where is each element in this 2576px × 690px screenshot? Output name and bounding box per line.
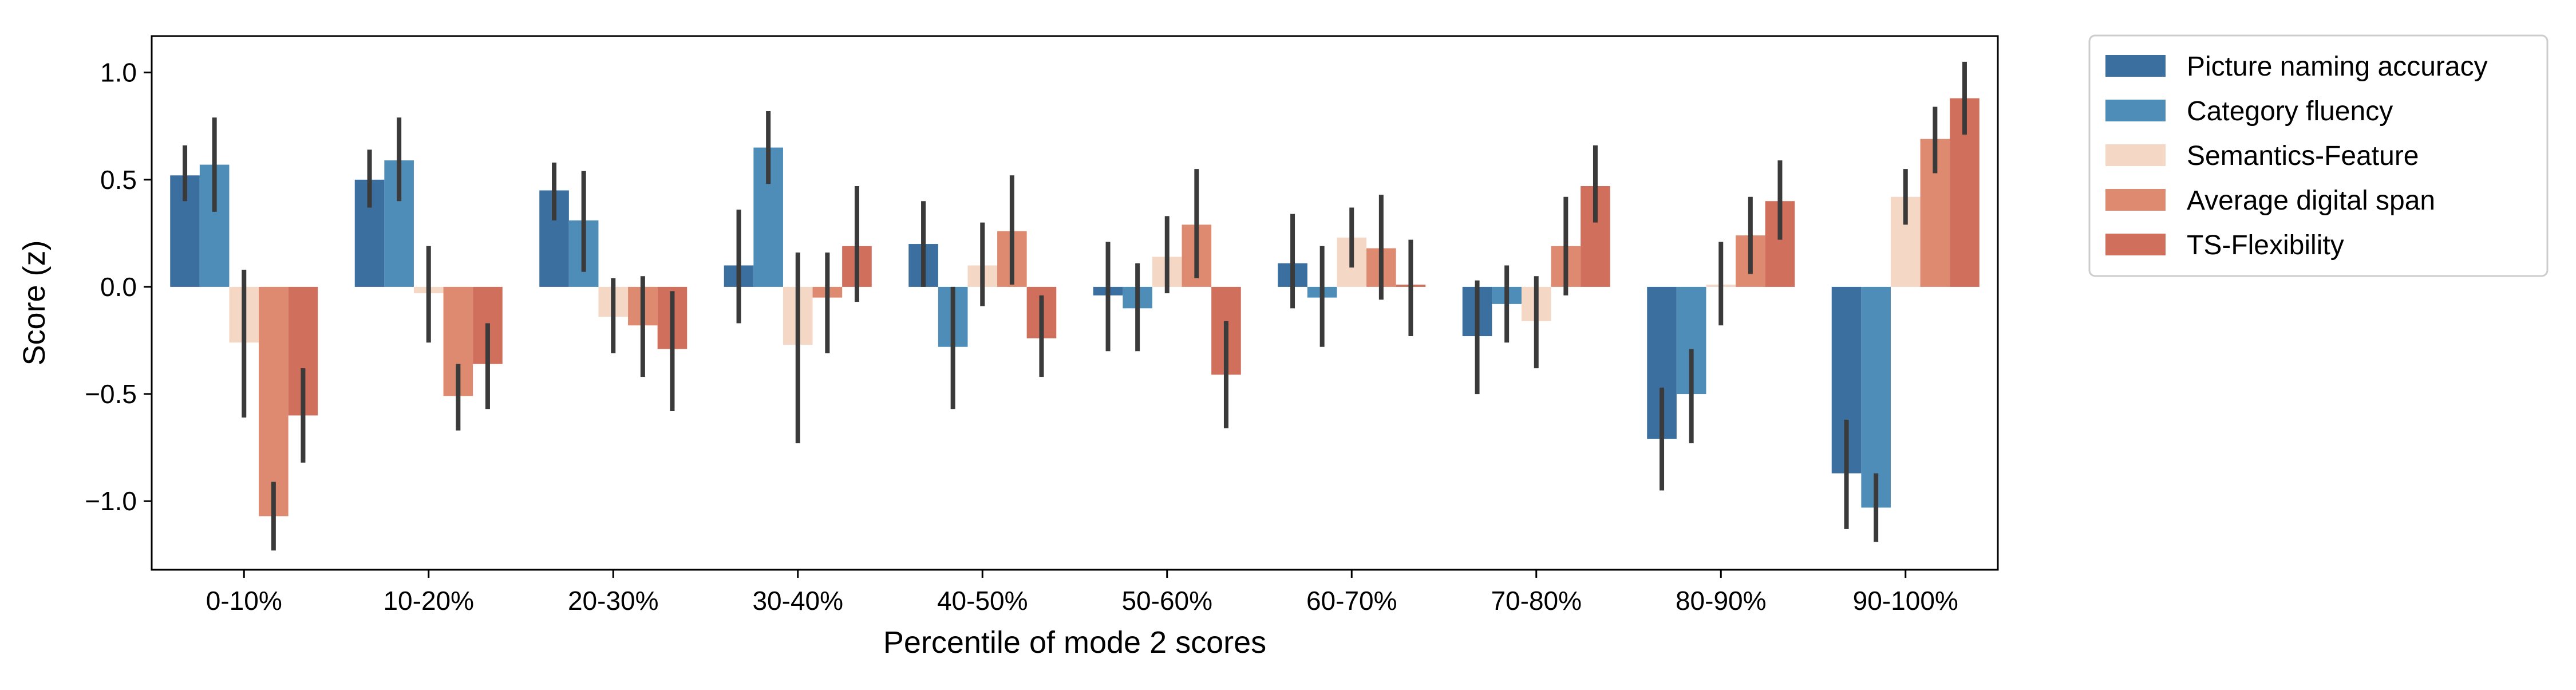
x-tick-label: 50-60%: [1121, 586, 1212, 616]
legend-label: Average digital span: [2187, 186, 2435, 216]
bar: [259, 286, 289, 516]
y-tick-label: −1.0: [85, 486, 137, 516]
x-tick-label: 60-70%: [1306, 586, 1397, 616]
x-axis-title: Percentile of mode 2 scores: [883, 625, 1266, 660]
x-tick-label: 70-80%: [1491, 586, 1582, 616]
y-tick-label: −0.5: [85, 379, 137, 409]
legend-label: TS-Flexibility: [2187, 230, 2344, 261]
y-axis-title: Score (z): [17, 240, 52, 365]
bars-layer: [170, 98, 1980, 516]
legend-swatch: [2105, 189, 2166, 211]
legend-box: [2088, 34, 2549, 277]
x-tick-label: 20-30%: [568, 586, 659, 616]
legend-label: Semantics-Feature: [2187, 141, 2419, 171]
y-tick-label: 1.0: [100, 58, 137, 88]
plot-frame: [151, 35, 1999, 571]
x-tick-label: 80-90%: [1676, 586, 1767, 616]
legend-swatch: [2105, 100, 2166, 121]
legend: Picture naming accuracy Category fluency S…: [2088, 34, 2549, 277]
x-tick-label: 90-100%: [1853, 586, 1958, 616]
legend-label: Category fluency: [2187, 96, 2393, 127]
x-tick-label: 10-20%: [383, 586, 474, 616]
legend-swatch: [2105, 234, 2166, 255]
y-tick-label: 0.0: [100, 272, 137, 302]
x-tick-label: 30-40%: [752, 586, 843, 616]
bar: [1861, 286, 1891, 508]
legend-swatch: [2105, 55, 2166, 77]
y-axis: −1.0 −0.5 0.0 0.5 1.0: [85, 58, 152, 516]
x-axis: 0-10% 10-20% 20-30% 30-40% 40-50% 50-60% 60-70…: [206, 570, 1958, 616]
legend-swatch: [2105, 144, 2166, 166]
x-tick-label: 40-50%: [937, 586, 1028, 616]
x-tick-label: 0-10%: [206, 586, 282, 616]
legend-label: Picture naming accuracy: [2187, 52, 2488, 82]
error-bars-layer: [183, 61, 1967, 551]
y-tick-label: 0.5: [100, 165, 137, 195]
